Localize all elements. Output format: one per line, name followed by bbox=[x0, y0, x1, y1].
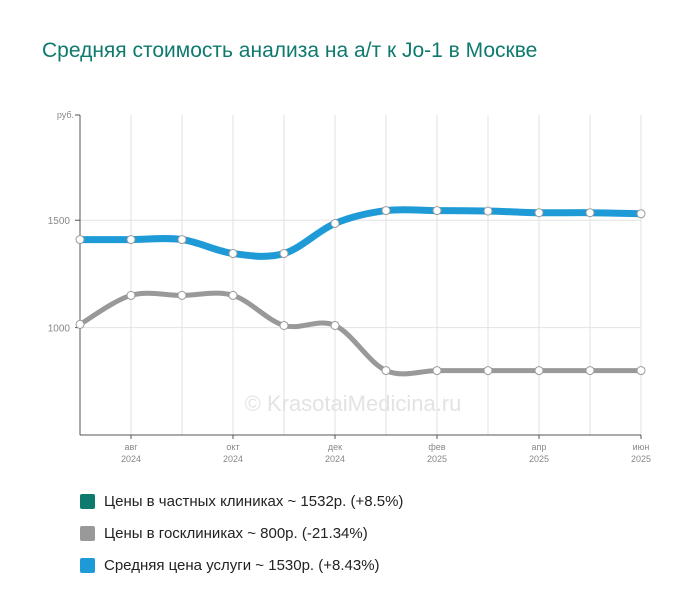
x-tick-label-month: июн bbox=[633, 442, 650, 452]
data-point-public bbox=[432, 366, 442, 376]
data-point-public bbox=[279, 320, 289, 330]
watermark: © KrasotaiMedicina.ru bbox=[245, 391, 462, 416]
axes: 1000 1500 руб. авг 2024 окт 2024 дек 2024 фев 2025… bbox=[48, 110, 651, 464]
data-point-average bbox=[177, 235, 187, 245]
y-tick-label: 1500 bbox=[48, 216, 71, 227]
data-point-average bbox=[534, 208, 544, 218]
legend: Цены в частных клиниках ~ 1532р. (+8.5%)… bbox=[80, 485, 403, 581]
data-point-average bbox=[381, 206, 391, 216]
legend-label-private: Цены в частных клиниках ~ 1532р. (+8.5%) bbox=[104, 492, 404, 510]
legend-label-average: Средняя цена услуги ~ 1530р. (+8.43%) bbox=[104, 556, 380, 574]
points bbox=[75, 206, 646, 376]
legend-swatch-private bbox=[80, 493, 95, 509]
data-point-average bbox=[432, 206, 442, 216]
x-tick-label-year: 2025 bbox=[427, 454, 447, 464]
data-point-average bbox=[330, 218, 340, 228]
x-tick-label-month: дек bbox=[328, 442, 342, 452]
x-tick-label-year: 2024 bbox=[223, 454, 243, 464]
legend-label-public: Цены в госклиниках ~ 800р. (-21.34%) bbox=[104, 524, 368, 542]
x-tick-label-month: фев bbox=[428, 442, 445, 452]
data-point-average bbox=[483, 206, 493, 216]
legend-item-average[interactable]: Средняя цена услуги ~ 1530р. (+8.43%) bbox=[80, 549, 403, 581]
legend-swatch-average bbox=[80, 557, 95, 573]
x-tick-label-month: окт bbox=[226, 442, 239, 452]
legend-swatch-public bbox=[80, 525, 95, 541]
x-tick-label-year: 2024 bbox=[121, 454, 141, 464]
series bbox=[76, 206, 645, 377]
x-tick-label-month: авг bbox=[124, 442, 138, 452]
y-unit-label: руб. bbox=[57, 110, 74, 120]
data-point-average bbox=[636, 209, 646, 219]
x-tick-label-year: 2024 bbox=[325, 454, 345, 464]
legend-item-public[interactable]: Цены в госклиниках ~ 800р. (-21.34%) bbox=[80, 517, 403, 549]
data-point-public bbox=[177, 290, 187, 300]
data-point-public bbox=[228, 290, 238, 300]
legend-item-private[interactable]: Цены в частных клиниках ~ 1532р. (+8.5%) bbox=[80, 485, 403, 517]
chart-title: Средняя стоимость анализа на а/т к Jo-1 … bbox=[42, 39, 538, 62]
data-point-public bbox=[534, 366, 544, 376]
data-point-average bbox=[228, 249, 238, 259]
data-point-public bbox=[381, 366, 391, 376]
series-line-public bbox=[77, 290, 644, 377]
x-tick-label-year: 2025 bbox=[631, 454, 651, 464]
data-point-public bbox=[636, 366, 646, 376]
data-point-average bbox=[279, 249, 289, 259]
x-tick-label-year: 2025 bbox=[529, 454, 549, 464]
data-point-public bbox=[330, 320, 340, 330]
data-point-public bbox=[126, 290, 136, 300]
grid bbox=[80, 115, 642, 435]
y-tick-label: 1000 bbox=[48, 324, 71, 335]
data-point-average bbox=[75, 235, 85, 245]
data-point-public bbox=[585, 366, 595, 376]
data-point-public bbox=[483, 366, 493, 376]
data-point-average bbox=[585, 208, 595, 218]
data-point-public bbox=[75, 319, 85, 329]
series-line-average bbox=[76, 206, 645, 260]
data-point-average bbox=[126, 235, 136, 245]
x-tick-label-month: апр bbox=[532, 442, 547, 452]
